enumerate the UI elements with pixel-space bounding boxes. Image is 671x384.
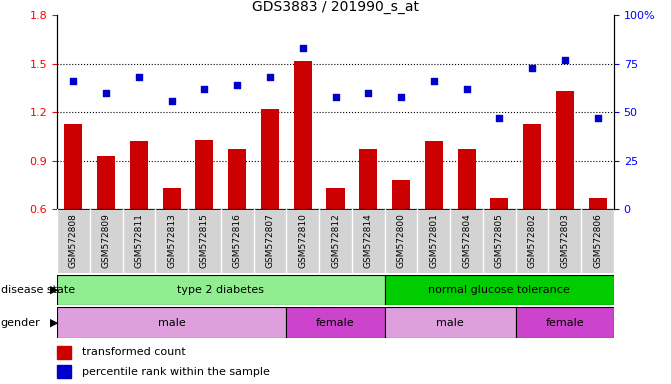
Text: female: female [316, 318, 355, 328]
Bar [425, 141, 443, 209]
Bar [516, 307, 614, 338]
Bar [588, 198, 607, 209]
Bar [287, 307, 384, 338]
Bar [491, 198, 509, 209]
Point [199, 86, 210, 92]
Bar [130, 141, 148, 209]
Point [560, 57, 570, 63]
Point [494, 115, 505, 121]
Point [330, 94, 341, 100]
Point [461, 86, 472, 92]
Text: GSM572803: GSM572803 [560, 214, 569, 268]
Point [297, 45, 308, 51]
Bar [392, 180, 410, 209]
Bar [523, 124, 541, 209]
Text: transformed count: transformed count [82, 347, 186, 358]
Text: GSM572808: GSM572808 [69, 214, 78, 268]
Bar [458, 149, 476, 209]
Text: percentile rank within the sample: percentile rank within the sample [82, 366, 270, 377]
Text: ▶: ▶ [50, 285, 59, 295]
Bar [57, 346, 71, 359]
Text: GSM572801: GSM572801 [429, 214, 438, 268]
Point [232, 82, 243, 88]
Bar [195, 140, 213, 209]
Text: gender: gender [1, 318, 40, 328]
Text: GSM572806: GSM572806 [593, 214, 602, 268]
Text: GSM572813: GSM572813 [167, 214, 176, 268]
Point [264, 74, 275, 81]
Text: GSM572804: GSM572804 [462, 214, 471, 268]
Text: male: male [436, 318, 464, 328]
Text: disease state: disease state [1, 285, 74, 295]
Text: GSM572802: GSM572802 [527, 214, 537, 268]
Text: male: male [158, 318, 186, 328]
Bar [57, 275, 384, 305]
Bar [57, 365, 71, 378]
Text: GSM572810: GSM572810 [298, 214, 307, 268]
Bar [97, 156, 115, 209]
Point [363, 90, 374, 96]
Point [527, 65, 537, 71]
Point [101, 90, 111, 96]
Text: normal glucose tolerance: normal glucose tolerance [428, 285, 570, 295]
Bar [384, 275, 614, 305]
Point [134, 74, 144, 81]
Text: GSM572815: GSM572815 [200, 214, 209, 268]
Bar [228, 149, 246, 209]
Point [396, 94, 407, 100]
Bar [359, 149, 377, 209]
Bar [261, 109, 279, 209]
Bar [556, 91, 574, 209]
Bar [162, 188, 180, 209]
Text: GSM572807: GSM572807 [266, 214, 274, 268]
Text: GSM572800: GSM572800 [397, 214, 405, 268]
Text: GSM572814: GSM572814 [364, 214, 373, 268]
Text: GSM572811: GSM572811 [134, 214, 144, 268]
Bar [57, 307, 287, 338]
Point [68, 78, 79, 84]
Text: GSM572812: GSM572812 [331, 214, 340, 268]
Bar [294, 61, 312, 209]
Text: GSM572805: GSM572805 [495, 214, 504, 268]
Title: GDS3883 / 201990_s_at: GDS3883 / 201990_s_at [252, 0, 419, 14]
Text: type 2 diabetes: type 2 diabetes [177, 285, 264, 295]
Bar [384, 307, 516, 338]
Point [428, 78, 439, 84]
Text: ▶: ▶ [50, 318, 59, 328]
Bar [327, 188, 344, 209]
Point [592, 115, 603, 121]
Text: GSM572816: GSM572816 [233, 214, 242, 268]
Text: GSM572809: GSM572809 [102, 214, 111, 268]
Point [166, 98, 177, 104]
Text: female: female [546, 318, 584, 328]
Bar [64, 124, 83, 209]
